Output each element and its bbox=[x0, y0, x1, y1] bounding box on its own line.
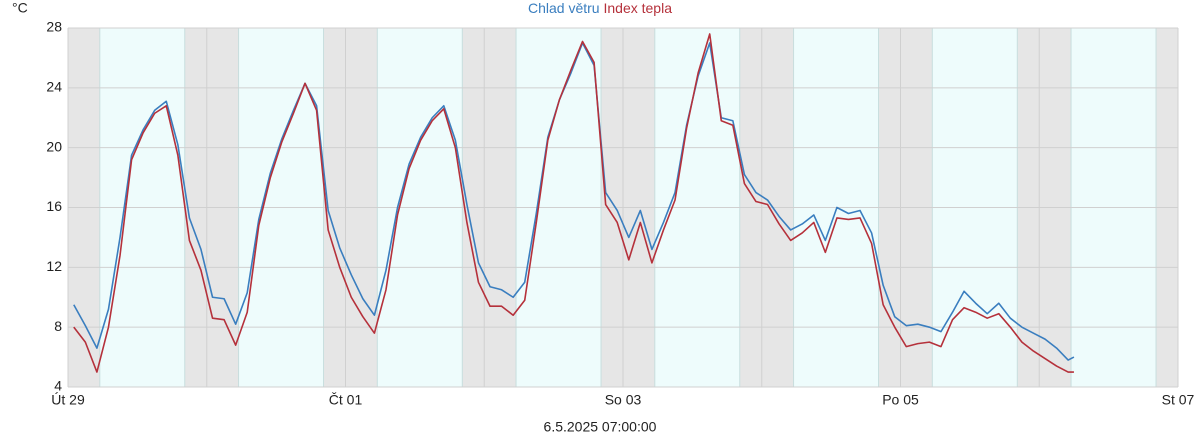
y-axis-label: °C bbox=[12, 0, 28, 16]
y-tick-label: 16 bbox=[46, 198, 62, 214]
legend: Chlad větru Index tepla bbox=[528, 0, 672, 16]
y-tick-label: 28 bbox=[46, 19, 62, 35]
series-line bbox=[73, 42, 1075, 361]
y-tick-label: 20 bbox=[46, 138, 62, 154]
x-tick-label: Po 05 bbox=[882, 392, 919, 408]
x-tick-label: So 03 bbox=[605, 392, 642, 408]
series-line bbox=[73, 33, 1074, 373]
legend-entry: Index tepla bbox=[603, 0, 672, 16]
legend-entry: Chlad větru bbox=[528, 0, 600, 16]
timestamp: 6.5.2025 07:00:00 bbox=[544, 419, 657, 435]
x-tick-label: Čt 01 bbox=[329, 392, 363, 408]
y-tick-label: 8 bbox=[54, 318, 62, 334]
y-tick-label: 12 bbox=[46, 258, 62, 274]
x-tick-label: St 07 bbox=[1162, 392, 1195, 408]
x-tick-label: Út 29 bbox=[51, 392, 85, 408]
y-tick-label: 4 bbox=[54, 378, 62, 394]
y-tick-label: 24 bbox=[46, 79, 62, 95]
